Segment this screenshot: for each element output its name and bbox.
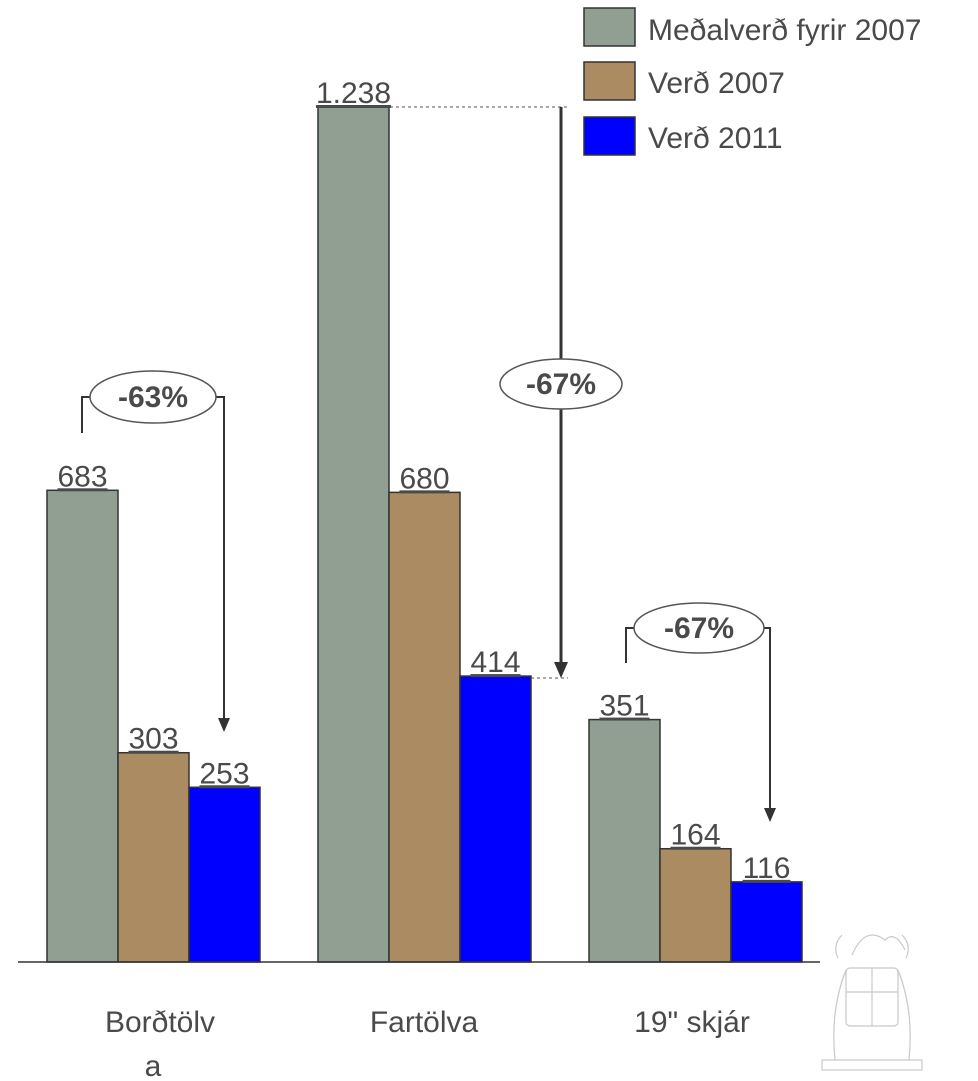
- category-label-fartolva: Fartölva: [370, 1006, 479, 1039]
- bars-layer: [46, 106, 803, 963]
- arrowhead-icon: [218, 718, 230, 732]
- annotation-text-fartolva: -67%: [526, 368, 596, 401]
- legend-swatch-verd-2007: [583, 61, 636, 101]
- bar-skjar-verd-2011: [730, 881, 803, 963]
- value-label-bordtolva-verd-2011: 253: [199, 757, 249, 790]
- annotation-bubble-bordtolva: [89, 370, 217, 424]
- category-label-skjar: 19" skjár: [634, 1006, 750, 1039]
- annotation-skjar: -67%: [625, 602, 776, 822]
- value-label-bordtolva-verd-2007: 303: [128, 723, 178, 756]
- bar-fartolva-medalverd: [317, 106, 390, 963]
- value-label-skjar-verd-2011: 116: [743, 852, 791, 885]
- legend-label-verd-2011: Verð 2011: [648, 122, 783, 155]
- legend: Meðalverð fyrir 2007 Verð 2007 Verð 2011: [583, 7, 921, 156]
- annotation-bubble-fartolva: [499, 358, 623, 410]
- coat-of-arms-icon: [821, 934, 923, 1071]
- bar-fartolva-verd-2011: [459, 675, 532, 963]
- arrowhead-icon: [554, 662, 568, 678]
- value-label-skjar-medalverd: 351: [599, 690, 649, 723]
- annotation-bracket-skjar: [625, 627, 771, 808]
- legend-label-verd-2007: Verð 2007: [648, 67, 785, 100]
- bar-skjar-verd-2007: [659, 847, 732, 963]
- bar-bordtolva-verd-2007: [117, 751, 190, 963]
- legend-swatch-medalverd: [583, 7, 636, 47]
- bar-skjar-medalverd: [588, 718, 661, 963]
- value-label-bordtolva-medalverd: 683: [57, 460, 107, 493]
- value-label-skjar-verd-2007: 164: [670, 819, 720, 852]
- annotation-bracket-bordtolva: [81, 396, 225, 718]
- annotation-text-skjar: -67%: [664, 612, 734, 645]
- bar-fartolva-verd-2007: [388, 491, 461, 963]
- annotation-bordtolva: -63%: [81, 370, 230, 732]
- category-label-line1-bordtolva: Borðtölv: [105, 1006, 215, 1039]
- annotation-text-bordtolva: -63%: [118, 381, 188, 414]
- annotation-bubble-skjar: [633, 602, 765, 654]
- legend-swatch-verd-2011: [583, 116, 636, 156]
- value-label-fartolva-verd-2007: 680: [399, 462, 449, 495]
- category-label-line2-bordtolva: a: [145, 1050, 162, 1081]
- bar-bordtolva-verd-2011: [188, 786, 261, 963]
- bar-bordtolva-medalverd: [46, 489, 119, 963]
- legend-label-medalverd: Meðalverð fyrir 2007: [648, 14, 921, 47]
- value-label-fartolva-medalverd: 1.238: [316, 77, 391, 110]
- arrowhead-icon: [764, 808, 776, 822]
- value-labels-layer: 683 303 253 1.238 680 414 351 164 116: [57, 77, 790, 885]
- annotation-fartolva: -67%: [390, 106, 623, 679]
- value-label-fartolva-verd-2011: 414: [470, 646, 520, 679]
